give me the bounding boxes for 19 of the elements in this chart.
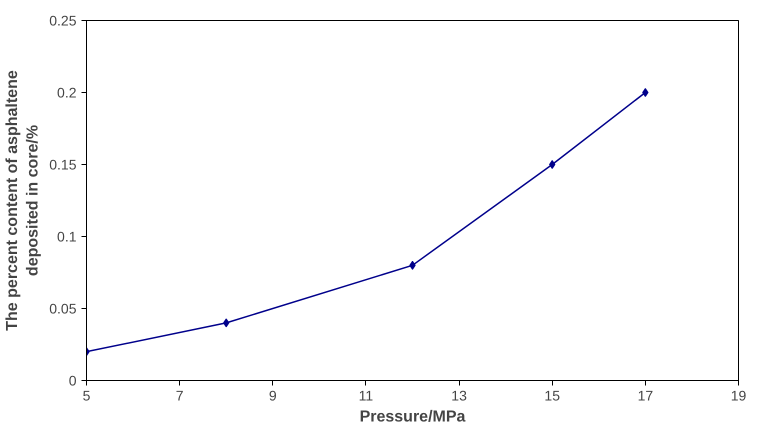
point: [549, 160, 556, 169]
y-tick-label: 0.2: [57, 84, 77, 100]
point: [409, 260, 416, 270]
y-axis-title: The percent content of asphaltene deposited in core/%: [4, 70, 42, 331]
point: [642, 88, 649, 97]
x-tick-label: 7: [176, 388, 184, 404]
y-tick-label: 0.1: [57, 228, 77, 244]
y-tick-label: 0: [68, 372, 77, 388]
y-tick-label: 0.15: [49, 156, 77, 172]
y-tick-label: 0.25: [49, 12, 77, 28]
x-tick-label: 5: [82, 388, 91, 404]
x-axis-title: Pressure/MPa: [360, 408, 466, 426]
x-tick-label: 17: [638, 388, 654, 404]
x-tick-label: 19: [730, 388, 746, 404]
x-tick-label: 13: [451, 388, 468, 404]
x-tick-label: 9: [268, 388, 277, 404]
x-tick-label: 15: [544, 388, 560, 404]
x-tick-label: 11: [358, 388, 374, 404]
y-tick-label: 0.05: [49, 300, 77, 316]
